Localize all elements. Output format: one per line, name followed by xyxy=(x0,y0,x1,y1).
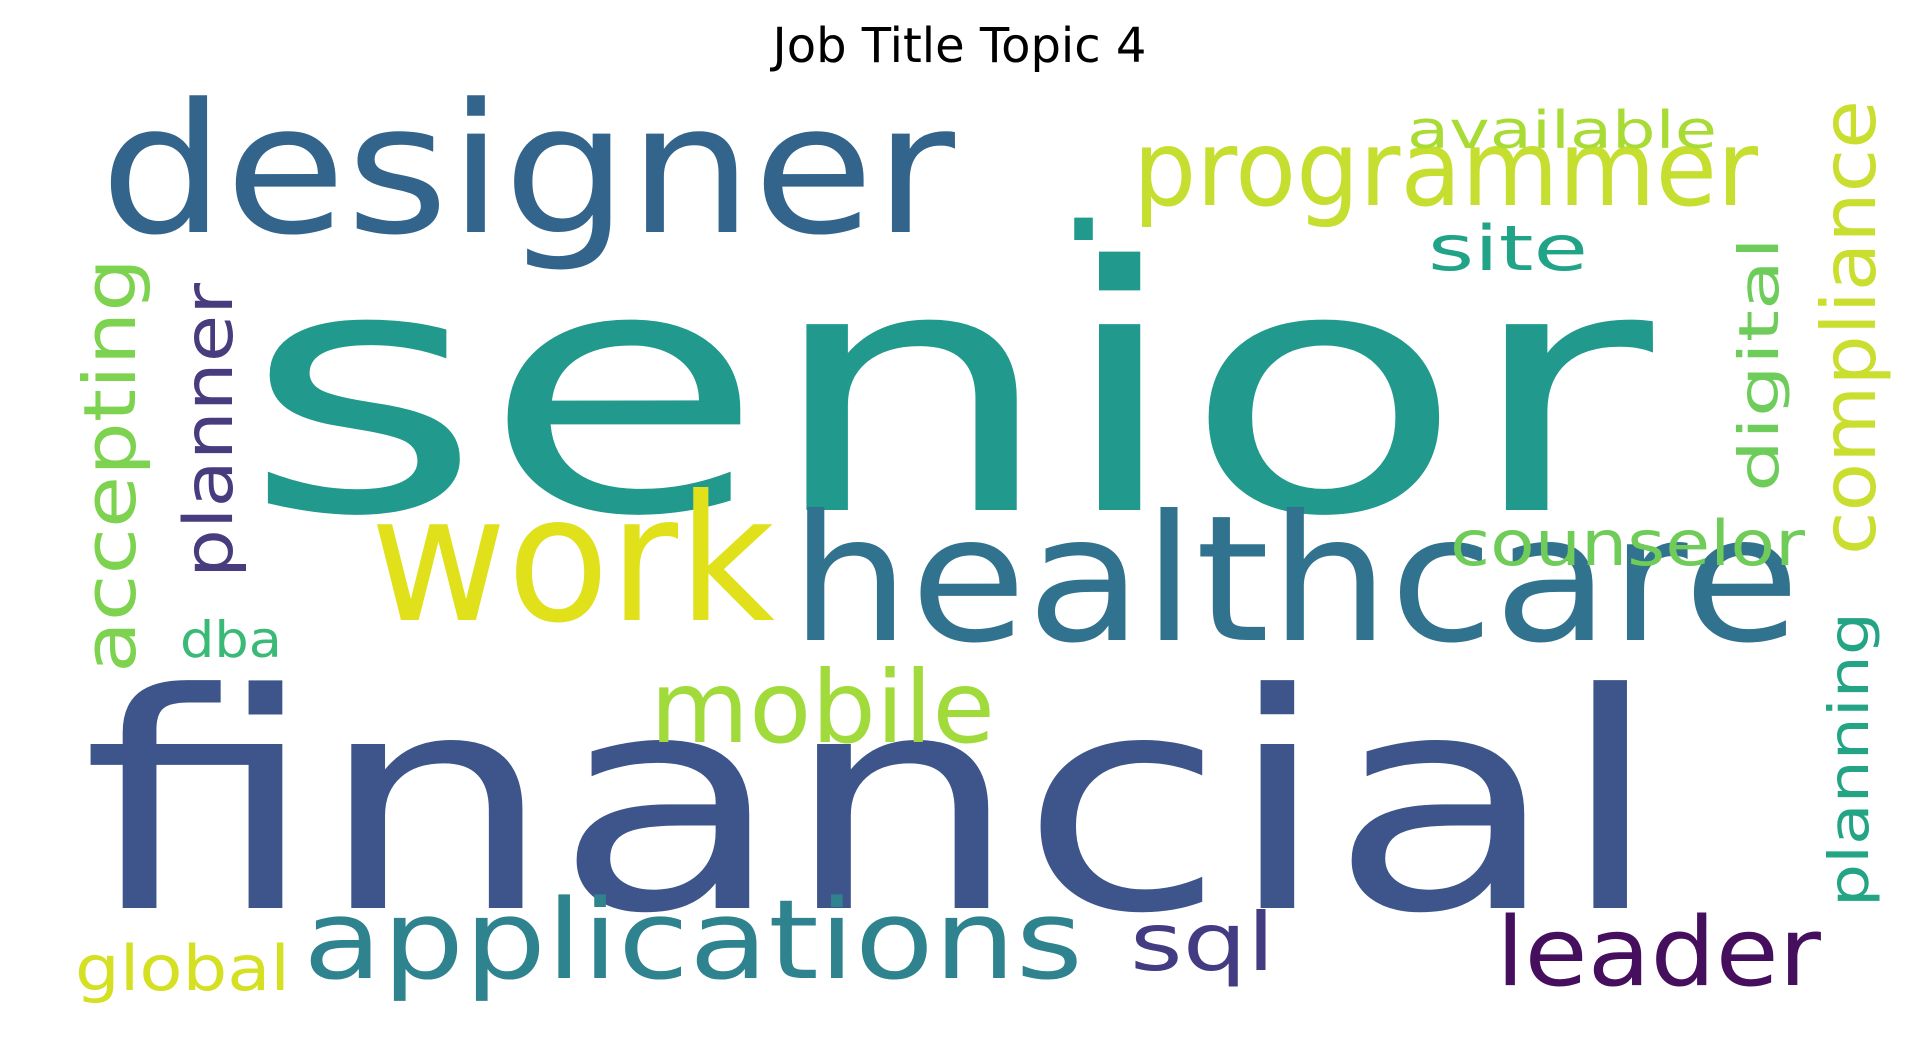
word-compliance: compliance xyxy=(1805,100,1893,555)
word-planning: planning xyxy=(1817,612,1881,907)
word-leader: leader xyxy=(1496,898,1822,1008)
word-planner: planner xyxy=(170,283,249,578)
word-healthcare: healthcare xyxy=(790,479,1800,682)
word-designer: designer xyxy=(100,66,955,275)
word-work: work xyxy=(370,459,775,662)
word-applications: applications xyxy=(303,876,1083,1004)
word-senior: senior xyxy=(243,195,1658,591)
word-global: global xyxy=(75,932,290,1005)
word-sql: sql xyxy=(1130,896,1275,989)
word-financial: financial xyxy=(82,630,1662,979)
word-programmer: programmer xyxy=(1133,108,1759,230)
word-counselor: counselor xyxy=(1450,507,1806,580)
figure-title: Job Title Topic 4 xyxy=(772,18,1147,74)
word-dot: . xyxy=(1055,74,1112,283)
word-mobile: mobile xyxy=(650,649,995,766)
word-digital: digital xyxy=(1727,237,1791,492)
word-available: available xyxy=(1407,101,1717,161)
word-site: site xyxy=(1428,212,1588,285)
word-accepting: accepting xyxy=(68,258,152,673)
word-dba: dba xyxy=(180,611,282,669)
